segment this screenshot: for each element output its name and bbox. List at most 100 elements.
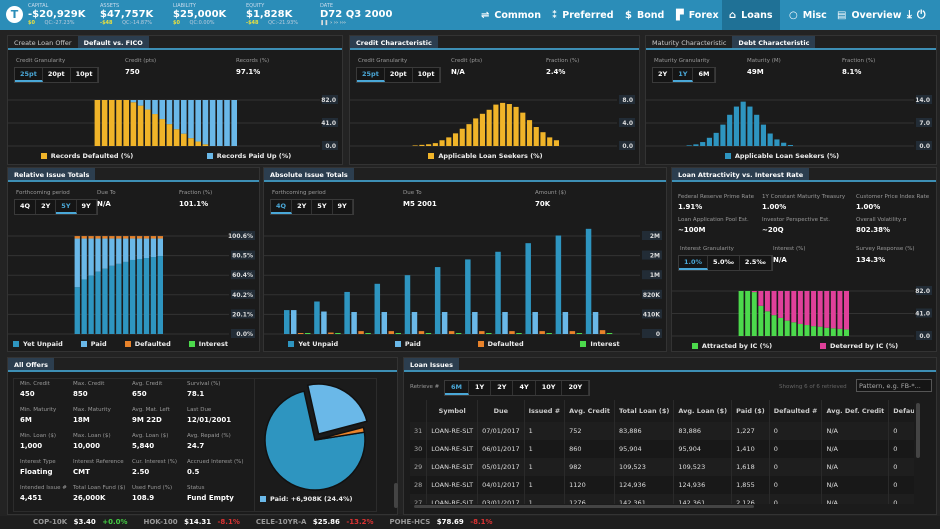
tab[interactable]: Relative Issue Totals (8, 168, 96, 180)
granularity-option[interactable]: 9Y (333, 200, 353, 214)
period-option[interactable]: 6M (445, 381, 469, 395)
ticker-item[interactable]: CELE-10YR-A $25.86 -13.2% (256, 518, 386, 526)
pie-slice-yet-unpaid[interactable] (264, 390, 366, 491)
tab[interactable]: Loan Attractivity vs. Interest Rate (672, 168, 810, 180)
pie-slice-defaulted[interactable] (314, 426, 366, 441)
legend-item[interactable]: Applicable Loan Seekers (%) (428, 152, 543, 160)
horizontal-scrollbar[interactable] (414, 505, 754, 508)
granularity-option[interactable]: 25pt (357, 68, 385, 82)
column-header[interactable]: Due (477, 400, 525, 422)
column-header[interactable]: Paid ($) (731, 400, 770, 422)
legend-item[interactable]: Paid: +6,908K (24.4%) (260, 495, 353, 503)
granularity-option[interactable]: 4Q (15, 200, 37, 214)
tab[interactable]: Loan Issues (404, 358, 459, 370)
legend-item[interactable]: Deterred by IC (%) (819, 342, 898, 350)
legend-item[interactable]: Defaulted (124, 340, 171, 348)
table-row[interactable]: 29 LOAN-RE-SLT 05/01/2017 1 982 109,523 109,52… (410, 458, 914, 476)
period-option[interactable]: 2Y (491, 381, 514, 395)
axis-tick-bg (231, 231, 255, 240)
column-header[interactable]: Total Loan ($) (614, 400, 675, 422)
table-row[interactable]: 28 LOAN-RE-SLT 04/01/2017 1 1120 124,936 124,9… (410, 476, 914, 494)
bar-applicable-loan-seekers- (506, 104, 512, 146)
column-header[interactable]: Avg. Loan ($) (673, 400, 733, 422)
ticker-item[interactable]: POHE-HCS $78.69 -8.1% (390, 518, 505, 526)
legend-item[interactable]: Attracted by IC (%) (691, 342, 772, 350)
table-row[interactable]: 27 LOAN-RE-SLT 03/01/2017 1 1276 142,361 142,3… (410, 494, 914, 504)
column-header[interactable]: Avg. Def. Credit (821, 400, 890, 422)
granularity-option[interactable]: 5.0‰ (708, 256, 740, 270)
filter-input[interactable] (856, 379, 932, 392)
legend-label: Interest (590, 340, 620, 348)
tab[interactable]: Maturity Characteristic (652, 39, 727, 47)
tab[interactable]: Credit Characteristic (350, 36, 438, 48)
scrollbar-thumb[interactable] (394, 483, 398, 508)
nav-overview[interactable]: ▤ Overview (830, 0, 909, 30)
legend-item[interactable]: Interest (580, 340, 620, 348)
granularity-option[interactable]: 4Q (271, 200, 293, 214)
column-header[interactable]: Defaulted ($) (888, 400, 914, 422)
table-cell: LOAN-RE-SLT (426, 494, 479, 504)
granularity-option[interactable]: 10pt (413, 68, 441, 82)
ticker-item[interactable]: HOK-100 $14.31 -8.1% (143, 518, 251, 526)
granularity-option[interactable]: 20pt (43, 68, 71, 82)
vertical-scrollbar[interactable] (916, 403, 920, 458)
column-header[interactable] (410, 400, 428, 422)
nav-preferred[interactable]: ⁑ Preferred (545, 0, 621, 30)
nav-common[interactable]: ⇌ Common (474, 0, 548, 30)
stat-label: CAPITAL (28, 3, 49, 9)
table-row[interactable]: 31 LOAN-RE-SLT 07/01/2017 1 752 83,886 83,886 1… (410, 422, 914, 440)
legend-item[interactable]: Yet Unpaid (13, 340, 63, 348)
download-icon[interactable]: ⤓ (907, 8, 912, 21)
tab[interactable]: Create Loan Offer (14, 39, 72, 47)
nav-loans[interactable]: ⌂ Loans (722, 0, 780, 30)
granularity-option[interactable]: 1.0% (679, 256, 709, 270)
granularity-option[interactable]: 5Y (56, 200, 77, 214)
power-icon[interactable]: ⏻ (916, 8, 926, 21)
granularity-option[interactable]: 20pt (385, 68, 413, 82)
granularity-option[interactable]: 9Y (77, 200, 97, 214)
legend-item[interactable]: Yet Unpaid (288, 340, 338, 348)
pie-slice-paid[interactable] (306, 383, 368, 435)
column-header[interactable]: Avg. Credit (564, 400, 615, 422)
tab[interactable]: All Offers (8, 358, 55, 370)
column-header[interactable]: Defaulted # (769, 400, 823, 422)
column-header[interactable]: Symbol (426, 400, 479, 422)
legend-item[interactable]: Paid (394, 340, 421, 348)
legend-item[interactable]: Records Paid Up (%) (206, 152, 291, 160)
legend-item[interactable]: Applicable Loan Seekers (%) (724, 152, 839, 160)
period-option[interactable]: 20Y (562, 381, 590, 395)
granularity-option[interactable]: 2Y (36, 200, 57, 214)
legend-item[interactable]: Records Defaulted (%) (40, 152, 133, 160)
granularity-option[interactable]: 2.5‰ (740, 256, 772, 270)
ticker-price: $14.31 (184, 518, 212, 526)
tab[interactable]: Default vs. FICO (77, 36, 149, 48)
bar-applicable-loan-seekers- (439, 140, 445, 146)
granularity-option[interactable]: 6M (693, 68, 716, 82)
period-option[interactable]: 1Y (469, 381, 492, 395)
legend-item[interactable]: Interest (188, 340, 228, 348)
stat-sub[interactable]: ❚❚ › ›› ››› (320, 20, 346, 26)
column-header[interactable]: Issued # (524, 400, 566, 422)
tab[interactable]: Debt Characteristic (732, 36, 816, 48)
bar-paid (411, 312, 418, 334)
granularity-option[interactable]: 5Y (312, 200, 333, 214)
granularity-option[interactable]: 2Y (292, 200, 313, 214)
bar-records-paid-up- (130, 100, 137, 103)
granularity-option[interactable]: 2Y (653, 68, 674, 82)
granularity-option[interactable]: 10pt (71, 68, 99, 82)
nav-bond[interactable]: $ Bond (618, 0, 671, 30)
bar-applicable-loan-seekers- (500, 102, 506, 146)
period-option[interactable]: 4Y (513, 381, 536, 395)
nav-misc[interactable]: ○ Misc (782, 0, 834, 30)
tab[interactable]: Absolute Issue Totals (264, 168, 354, 180)
table-row[interactable]: 30 LOAN-RE-SLT 06/01/2017 1 860 95,904 95,904 1… (410, 440, 914, 458)
granularity-option[interactable]: 1Y (673, 68, 694, 82)
legend-item[interactable]: Paid (80, 340, 107, 348)
bar-paid (123, 238, 129, 262)
legend-item[interactable]: Defaulted (477, 340, 524, 348)
ticker-item[interactable]: COP-10K $3.40 +0.0% (33, 518, 139, 526)
period-option[interactable]: 10Y (536, 381, 563, 395)
nav-forex[interactable]: ▛ Forex (669, 0, 726, 30)
granularity-option[interactable]: 25pt (15, 68, 43, 82)
bar-paid (351, 312, 357, 334)
